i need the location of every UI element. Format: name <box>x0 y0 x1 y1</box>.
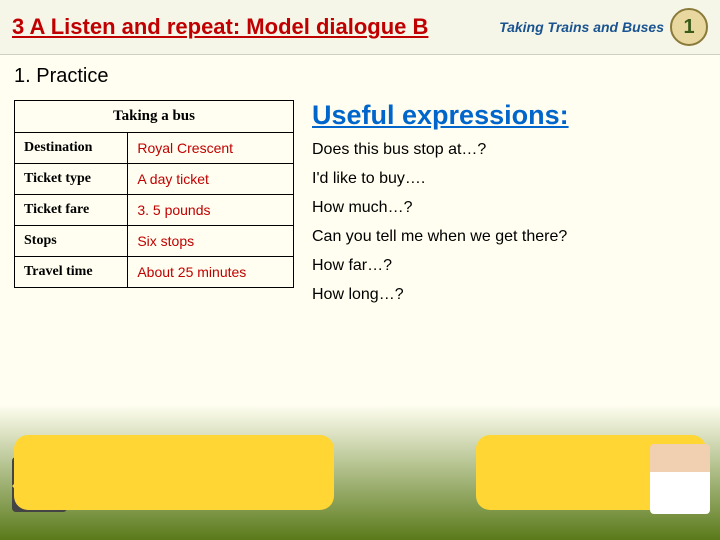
row-label: Ticket fare <box>15 195 128 226</box>
table-row: Travel time About 25 minutes <box>15 257 294 288</box>
expression-item: How far…? <box>312 257 706 275</box>
row-value: Six stops <box>128 226 294 257</box>
table-row: Stops Six stops <box>15 226 294 257</box>
row-label: Destination <box>15 133 128 164</box>
page-title: 3 A Listen and repeat: Model dialogue B <box>12 14 428 40</box>
expressions-panel: Useful expressions: Does this bus stop a… <box>312 100 706 315</box>
table-row: Destination Royal Crescent <box>15 133 294 164</box>
row-label: Travel time <box>15 257 128 288</box>
row-label: Stops <box>15 226 128 257</box>
expressions-title: Useful expressions: <box>312 100 706 131</box>
row-value: A day ticket <box>128 164 294 195</box>
bottom-area <box>14 435 706 510</box>
content-area: Taking a bus Destination Royal Crescent … <box>0 100 720 315</box>
expression-item: Can you tell me when we get there? <box>312 228 706 246</box>
speech-left-wrap <box>14 435 334 510</box>
chapter-number-icon: 1 <box>670 8 708 46</box>
info-table: Taking a bus Destination Royal Crescent … <box>14 100 294 288</box>
table-row: Ticket fare 3. 5 pounds <box>15 195 294 226</box>
speech-right-wrap <box>476 435 706 510</box>
chapter-badge: Taking Trains and Buses 1 <box>499 8 708 46</box>
row-value: Royal Crescent <box>128 133 294 164</box>
table-header: Taking a bus <box>15 101 294 133</box>
avatar-right-icon <box>650 444 710 514</box>
practice-label: 1. Practice <box>0 55 720 100</box>
chapter-subtitle: Taking Trains and Buses <box>499 19 664 35</box>
expression-item: Does this bus stop at…? <box>312 141 706 159</box>
expression-item: How long…? <box>312 286 706 304</box>
row-value: 3. 5 pounds <box>128 195 294 226</box>
row-label: Ticket type <box>15 164 128 195</box>
table-header-row: Taking a bus <box>15 101 294 133</box>
expression-item: How much…? <box>312 199 706 217</box>
title-bar: 3 A Listen and repeat: Model dialogue B … <box>0 0 720 55</box>
expression-item: I'd like to buy…. <box>312 170 706 188</box>
table-row: Ticket type A day ticket <box>15 164 294 195</box>
speech-bubble-left <box>14 435 334 510</box>
row-value: About 25 minutes <box>128 257 294 288</box>
info-table-wrap: Taking a bus Destination Royal Crescent … <box>14 100 294 315</box>
